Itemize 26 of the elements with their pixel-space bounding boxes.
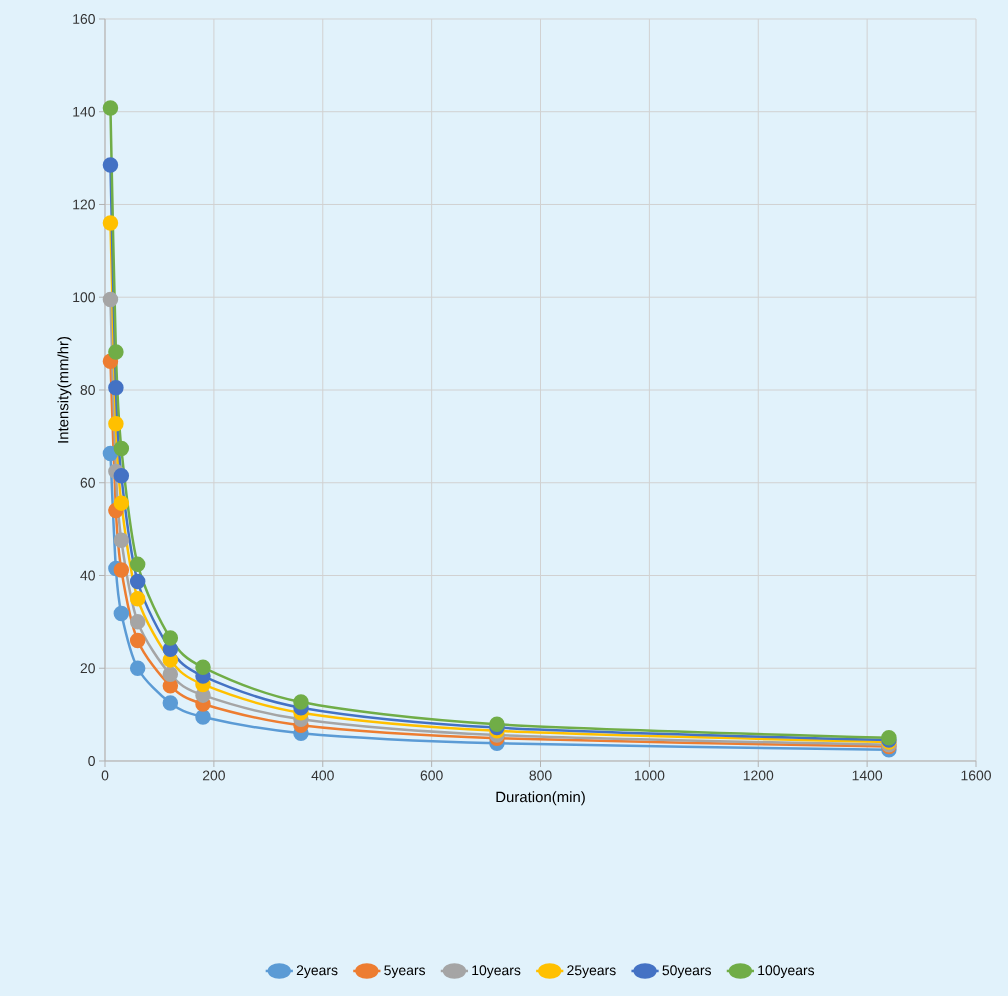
y-tick-label: 120 xyxy=(73,199,95,210)
legend-label: 2years xyxy=(296,965,338,978)
x-tick-label: 800 xyxy=(529,770,552,781)
x-tick-label: 1400 xyxy=(852,770,883,781)
y-tick-label: 40 xyxy=(80,570,95,581)
x-tick-label: 600 xyxy=(420,770,443,781)
x-tick-label: 1200 xyxy=(743,770,774,781)
legend-label: 100years xyxy=(758,965,815,978)
y-tick-label: 160 xyxy=(73,14,95,24)
y-tick-label: 100 xyxy=(73,292,95,303)
legend-label: 50years xyxy=(662,965,711,978)
x-axis-title: Duration(min) xyxy=(496,791,585,806)
x-tick-label: 0 xyxy=(101,770,109,781)
y-axis-title: Intensity(mm/hr) xyxy=(57,336,72,443)
x-tick-label: 1600 xyxy=(961,770,991,781)
x-tick-label: 200 xyxy=(202,770,225,781)
y-tick-label: 20 xyxy=(80,663,95,674)
y-tick-label: 80 xyxy=(80,385,95,395)
legend-label: 10years xyxy=(472,965,521,978)
legend-label: 5years xyxy=(384,965,426,978)
legend-label: 25years xyxy=(567,965,616,978)
x-tick-label: 400 xyxy=(311,770,334,781)
y-tick-label: 60 xyxy=(80,477,95,488)
y-tick-label: 140 xyxy=(73,106,95,117)
y-tick-label: 0 xyxy=(88,756,95,766)
x-tick-label: 1000 xyxy=(634,770,665,781)
